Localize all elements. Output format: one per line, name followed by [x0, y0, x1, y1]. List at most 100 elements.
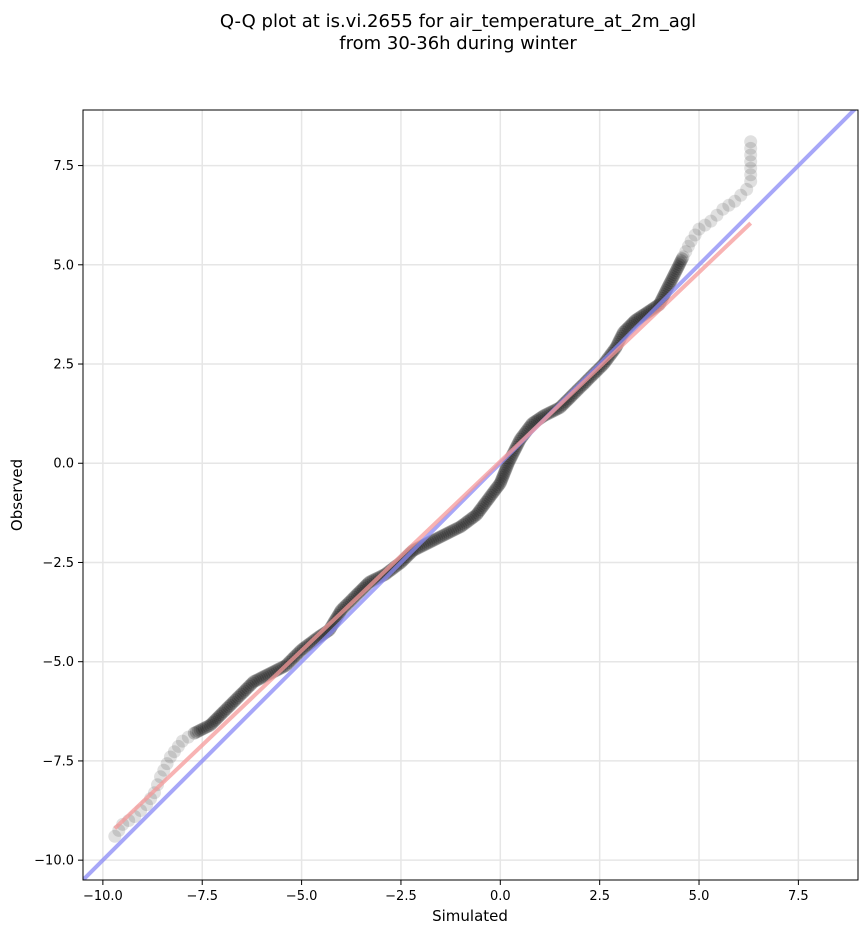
- quantile-point: [662, 278, 676, 292]
- quantile-point: [209, 712, 223, 726]
- quantile-point: [108, 829, 122, 843]
- quantile-point: [489, 481, 503, 495]
- quantile-point: [197, 721, 211, 735]
- quantile-point: [464, 512, 478, 526]
- quantile-point: [491, 480, 505, 494]
- quantile-point: [247, 675, 261, 688]
- quantile-point: [220, 702, 234, 715]
- plot-frame: [82, 109, 859, 881]
- quantile-point: [342, 595, 356, 609]
- quantile-point: [364, 574, 378, 588]
- quantile-point: [346, 592, 359, 606]
- quantile-point: [744, 141, 758, 155]
- quantile-point: [167, 745, 181, 759]
- identity-line: [83, 110, 857, 880]
- quantile-point: [670, 262, 684, 276]
- quantile-point: [257, 670, 271, 684]
- x-tick-label: 7.5: [788, 889, 809, 904]
- quantile-point: [233, 689, 247, 703]
- quantile-point: [667, 268, 681, 282]
- grid: [83, 110, 858, 880]
- quantile-point: [189, 725, 203, 739]
- quantile-point: [245, 676, 259, 690]
- quantile-point: [675, 252, 689, 266]
- quantile-point: [434, 530, 448, 544]
- quantile-point: [234, 687, 248, 701]
- x-tick-label: −2.5: [385, 889, 417, 904]
- quantile-point: [500, 460, 514, 474]
- quantile-point: [440, 527, 454, 541]
- x-tick-label: −5.0: [286, 889, 318, 904]
- fit-line: [113, 221, 753, 830]
- quantile-point: [195, 722, 209, 736]
- quantile-point: [253, 672, 267, 686]
- quantile-point: [663, 276, 677, 290]
- quantile-point: [353, 584, 367, 598]
- quantile-point: [457, 517, 471, 531]
- quantile-point: [163, 750, 177, 764]
- quantile-point: [734, 188, 748, 202]
- quantile-point: [744, 135, 758, 149]
- y-tick-label: 5.0: [53, 258, 74, 273]
- quantile-point: [671, 260, 685, 274]
- quantile-point: [455, 518, 469, 532]
- quantile-point: [728, 194, 742, 208]
- quantile-point: [487, 485, 501, 499]
- quantile-point: [485, 487, 499, 501]
- quantile-point: [347, 590, 361, 604]
- quantile-point: [249, 674, 263, 688]
- quantile-point: [352, 586, 366, 600]
- quantile-point: [229, 692, 243, 706]
- quantile-point: [479, 496, 493, 509]
- y-tick-label: 0.0: [53, 457, 74, 472]
- quantile-point: [497, 466, 511, 480]
- quantile-point: [438, 528, 452, 542]
- x-tick-label: 2.5: [589, 889, 610, 904]
- quantile-point: [494, 474, 508, 488]
- quantile-point: [462, 513, 476, 527]
- quantile-point: [488, 483, 502, 497]
- quantile-point: [688, 228, 702, 242]
- quantile-point: [339, 598, 353, 612]
- quantile-point: [214, 708, 228, 722]
- quantile-point: [698, 218, 712, 232]
- y-tick-label: −5.0: [42, 655, 74, 670]
- quantile-point: [237, 684, 251, 698]
- quantile-point: [673, 256, 687, 270]
- quantile-point: [236, 686, 250, 700]
- quantile-point: [493, 476, 507, 490]
- quantile-point: [426, 534, 440, 548]
- y-axis-label: Observed: [8, 459, 26, 531]
- quantile-point: [255, 671, 269, 685]
- quantile-point: [349, 589, 363, 603]
- chart-title: Q-Q plot at is.vi.2655 for air_temperatu…: [220, 11, 696, 32]
- quantile-point: [231, 690, 245, 704]
- quantile-point: [175, 734, 189, 748]
- quantile-point: [496, 470, 510, 484]
- quantile-point: [669, 264, 683, 278]
- y-tick-label: −10.0: [34, 854, 74, 869]
- quantile-point: [684, 234, 698, 248]
- quantile-point: [668, 266, 682, 280]
- y-axis-ticks: −10.0 −7.5 −5.0 −2.5 0.0 2.5 5.0 7.5: [34, 159, 83, 869]
- quantile-point: [483, 490, 497, 504]
- quantile-point: [241, 681, 254, 695]
- quantile-point: [226, 695, 240, 709]
- y-tick-label: 7.5: [53, 159, 74, 174]
- quantile-point: [495, 472, 509, 486]
- quantile-point: [436, 529, 450, 543]
- quantile-point: [223, 698, 237, 712]
- quantile-point: [744, 155, 758, 169]
- quantile-point: [539, 408, 553, 422]
- quantile-point: [193, 723, 207, 737]
- quantile-point: [208, 714, 222, 728]
- quantile-point: [228, 694, 242, 708]
- quantile-point: [205, 717, 219, 731]
- quantile-point: [206, 715, 220, 729]
- quantile-point: [442, 526, 456, 540]
- quantile-point: [692, 222, 706, 236]
- quantile-point: [459, 516, 473, 530]
- x-tick-label: 5.0: [689, 889, 710, 904]
- quantile-point: [157, 763, 171, 777]
